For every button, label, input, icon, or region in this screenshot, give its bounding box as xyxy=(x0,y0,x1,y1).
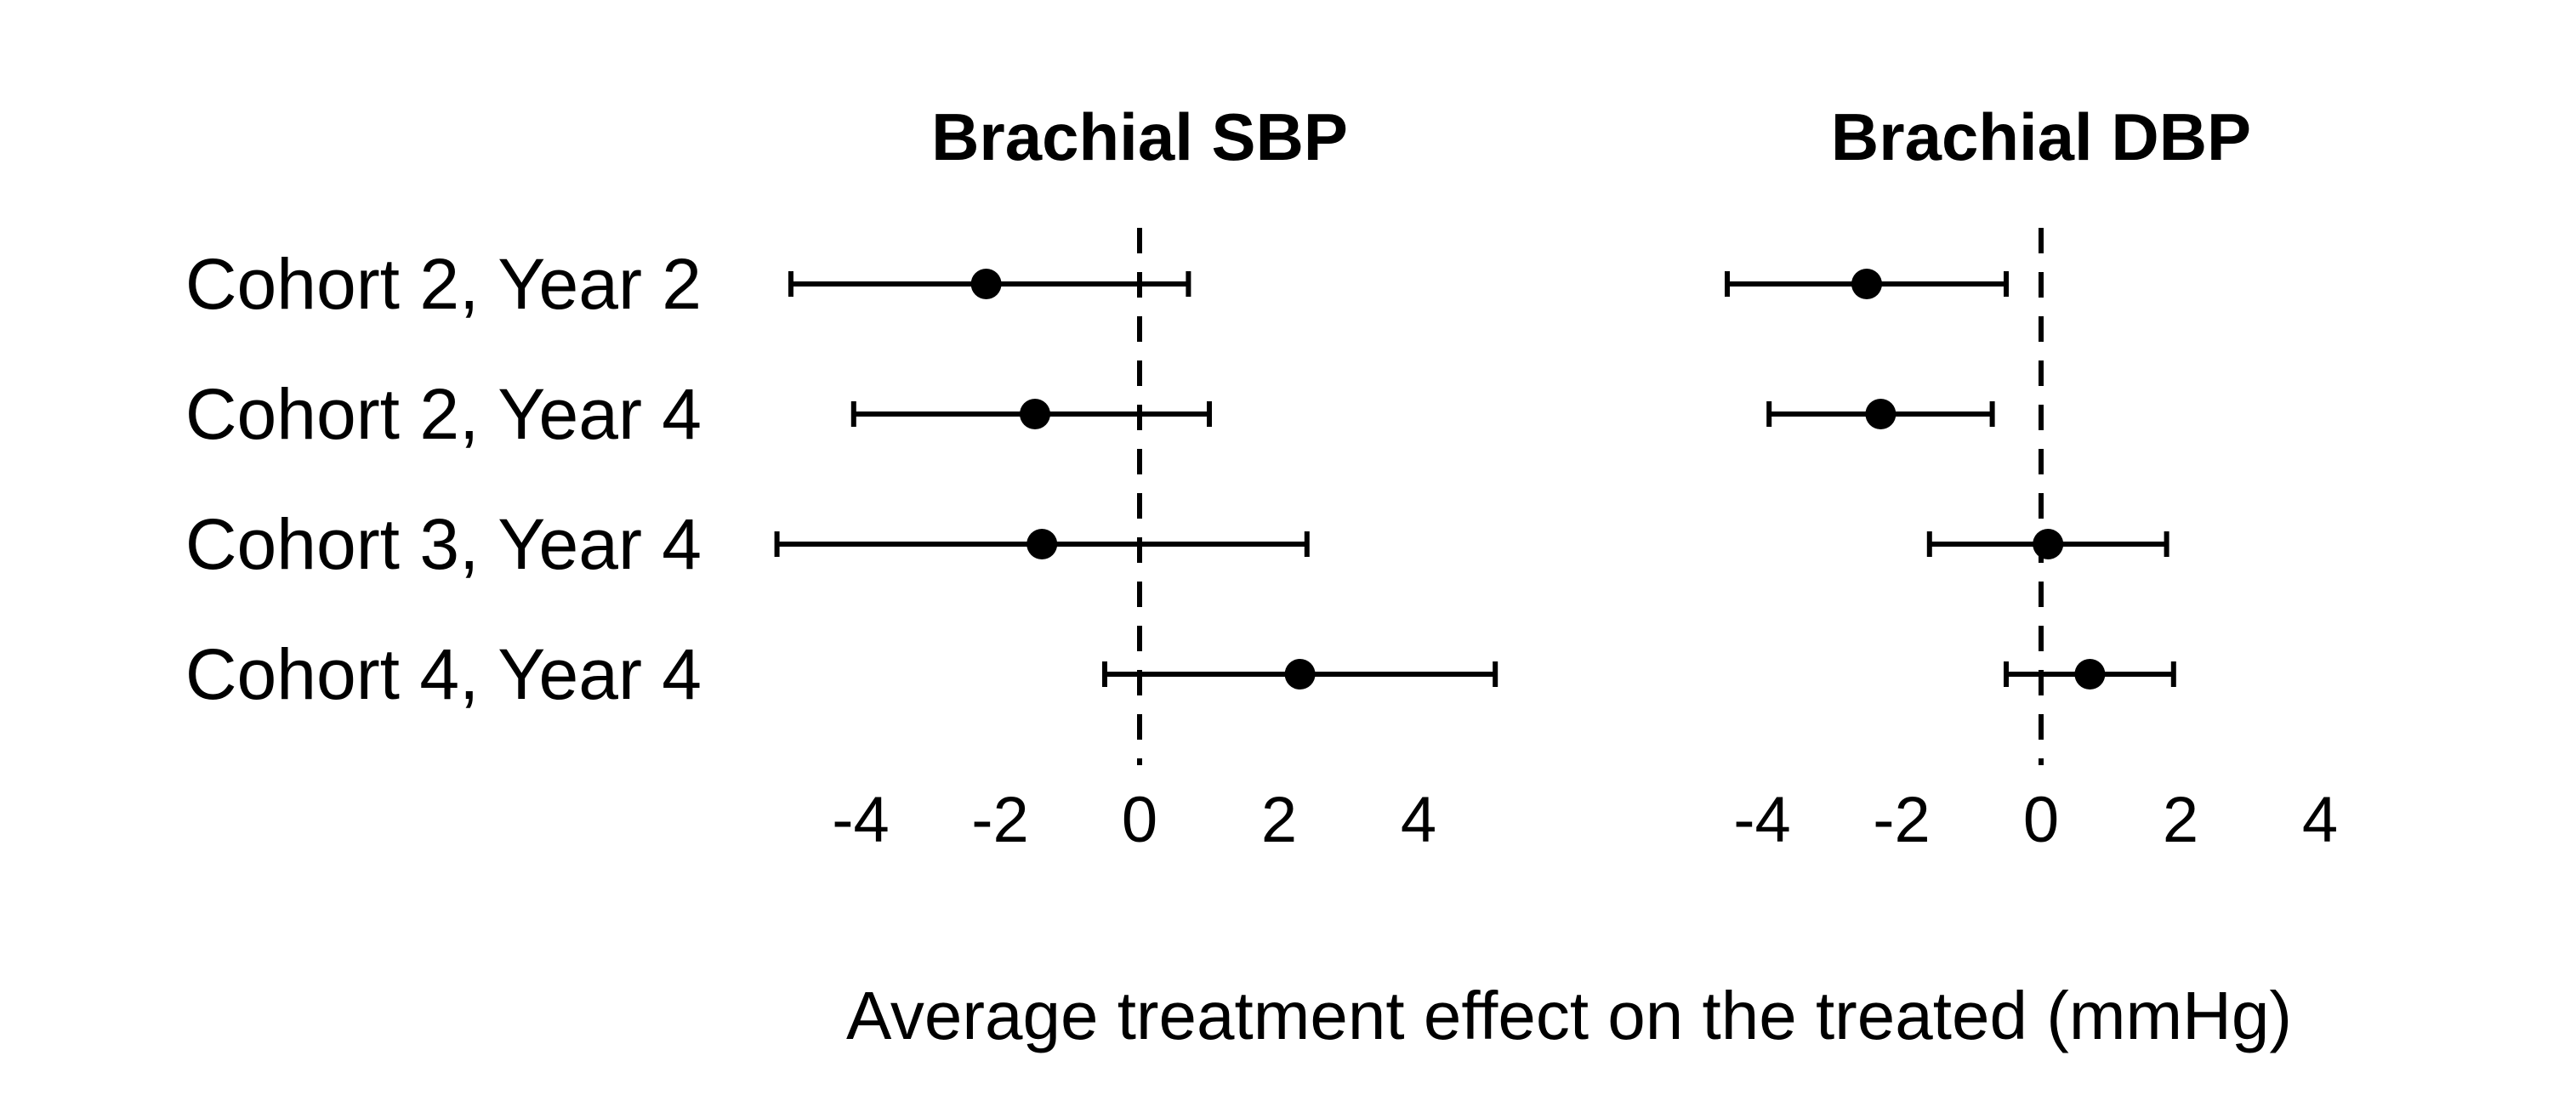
panel-brachial-sbp: Brachial SBP -4 -2 0 2 4 xyxy=(774,99,1498,856)
point-estimate-brachial-dbp-cohort-2-year-4 xyxy=(1865,399,1896,429)
row-label-cohort-2-year-4: Cohort 2, Year 4 xyxy=(185,374,702,454)
x-tick-label-brachial-dbp: 4 xyxy=(2302,784,2338,856)
panel-title-brachial-dbp: Brachial DBP xyxy=(1831,99,2251,174)
point-estimate-brachial-dbp-cohort-4-year-4 xyxy=(2074,659,2106,690)
x-tick-label-brachial-dbp: -4 xyxy=(1733,784,1791,856)
point-estimate-brachial-sbp-cohort-2-year-2 xyxy=(970,269,1002,299)
x-tick-label-brachial-dbp: 2 xyxy=(2163,784,2198,856)
panel-brachial-dbp: Brachial DBP -4 -2 0 2 4 xyxy=(1725,99,2338,856)
panels: Brachial SBP -4 -2 0 2 4 Brachial DBP -4 -2 0 2 4 xyxy=(774,99,2338,856)
point-estimate-brachial-sbp-cohort-3-year-4 xyxy=(1026,529,1058,559)
x-tick-label-brachial-dbp: 0 xyxy=(2023,784,2059,856)
x-tick-label-brachial-sbp: 2 xyxy=(1261,784,1297,856)
x-tick-label-brachial-dbp: -2 xyxy=(1873,784,1931,856)
row-labels: Cohort 2, Year 2 Cohort 2, Year 4 Cohort 3… xyxy=(185,244,702,714)
point-estimate-brachial-dbp-cohort-2-year-2 xyxy=(1851,269,1882,299)
x-tick-label-brachial-sbp: 4 xyxy=(1401,784,1436,856)
row-label-cohort-4-year-4: Cohort 4, Year 4 xyxy=(185,634,702,714)
x-tick-label-brachial-sbp: -4 xyxy=(832,784,890,856)
panel-title-brachial-sbp: Brachial SBP xyxy=(931,99,1348,174)
x-tick-label-brachial-sbp: 0 xyxy=(1122,784,1157,856)
row-label-cohort-2-year-2: Cohort 2, Year 2 xyxy=(185,244,702,324)
point-estimate-brachial-sbp-cohort-2-year-4 xyxy=(1020,399,1050,429)
point-estimate-brachial-dbp-cohort-3-year-4 xyxy=(2033,529,2064,559)
row-label-cohort-3-year-4: Cohort 3, Year 4 xyxy=(185,504,702,584)
point-estimate-brachial-sbp-cohort-4-year-4 xyxy=(1284,659,1316,690)
x-axis-label: Average treatment effect on the treated … xyxy=(846,978,2292,1053)
x-tick-label-brachial-sbp: -2 xyxy=(971,784,1029,856)
